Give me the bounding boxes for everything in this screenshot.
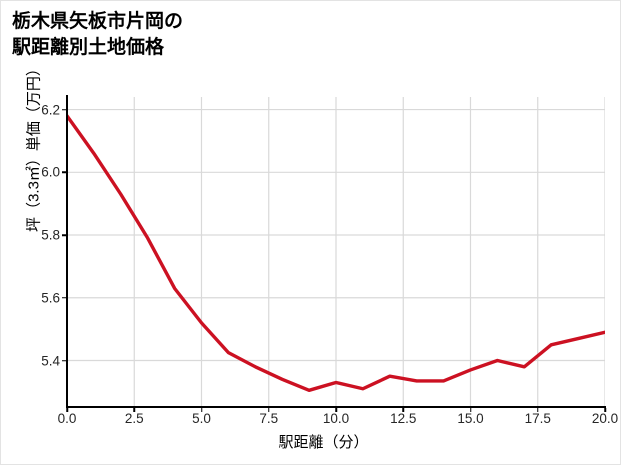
data-line-series-1 xyxy=(67,114,605,393)
x-tick-mark xyxy=(469,408,472,412)
x-axis-label: 駅距離（分） xyxy=(278,434,369,451)
x-axis-spine xyxy=(66,406,606,408)
y-tick-mark xyxy=(62,359,66,362)
x-tick-mark xyxy=(133,408,135,412)
x-tick-mark xyxy=(537,408,539,412)
x-tick-label: 10.0 xyxy=(322,411,350,426)
x-tick-mark xyxy=(604,408,606,412)
x-tick-label: 12.5 xyxy=(390,411,417,426)
x-tick-label: 0.0 xyxy=(57,411,77,426)
plot-area xyxy=(67,97,605,406)
x-tick-label: 2.5 xyxy=(124,411,144,426)
plot-svg xyxy=(67,97,605,406)
y-axis-tick-labels: 5.4 5.6 5.8 6.0 6.2 xyxy=(1,1,60,464)
x-tick-label: 17.5 xyxy=(524,411,551,426)
x-tick-mark xyxy=(402,408,404,412)
y-tick-mark xyxy=(62,171,66,174)
y-tick-label: 6.2 xyxy=(41,102,60,118)
grid-lines xyxy=(67,97,605,406)
x-tick-label: 5.0 xyxy=(192,411,211,426)
y-tick-mark xyxy=(62,108,66,111)
y-axis-label: 坪（3.3㎡）単価（万円） xyxy=(25,61,43,232)
x-tick-label: 7.5 xyxy=(259,411,279,426)
chart-title: 栃木県矢板市片岡の 駅距離別土地価格 xyxy=(12,11,184,58)
x-axis-label-wrap: 駅距離（分） xyxy=(1,431,620,452)
x-tick-label: 15.0 xyxy=(457,411,484,426)
x-tick-mark xyxy=(200,408,203,412)
x-tick-mark xyxy=(268,408,270,412)
y-tick-mark xyxy=(62,297,66,299)
y-tick-label: 5.6 xyxy=(41,290,60,306)
y-tick-label: 5.4 xyxy=(41,353,60,368)
x-tick-label: 20.0 xyxy=(591,411,619,426)
y-tick-label: 5.8 xyxy=(41,227,60,243)
x-tick-mark xyxy=(335,408,337,412)
x-tick-mark xyxy=(66,408,68,412)
y-tick-mark xyxy=(62,234,66,236)
y-tick-label: 6.0 xyxy=(41,164,60,180)
y-axis-spine xyxy=(66,95,68,408)
